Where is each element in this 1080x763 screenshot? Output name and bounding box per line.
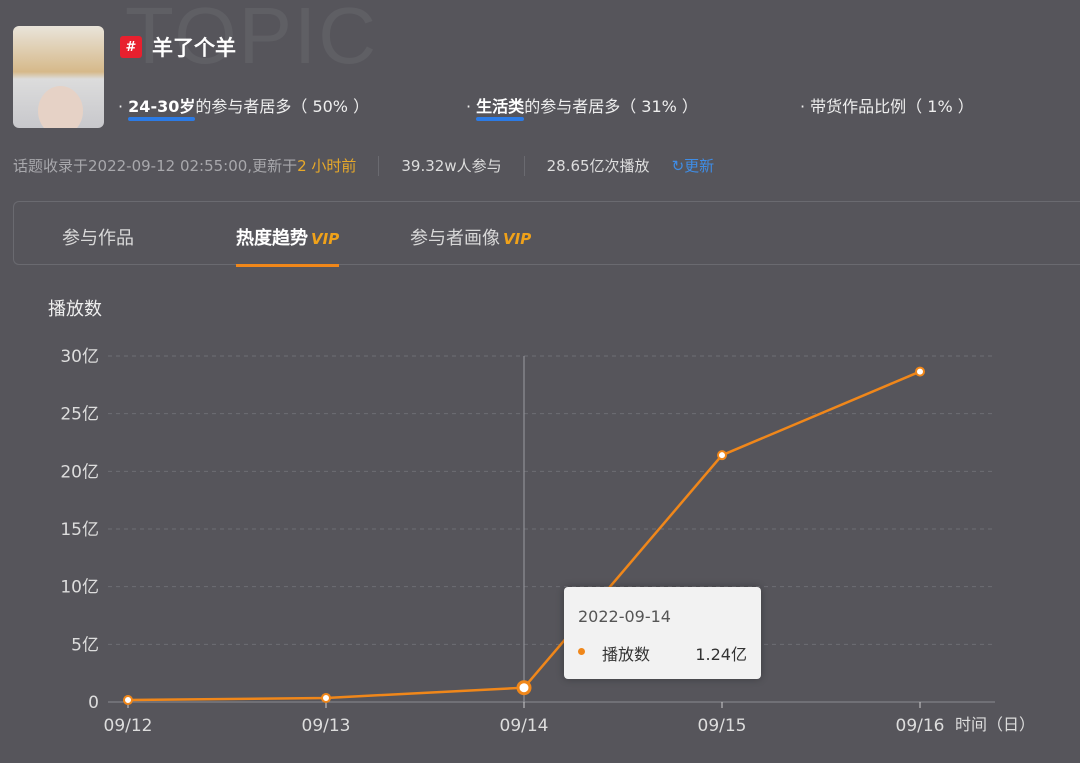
- x-tick-label: 09/15: [698, 716, 747, 736]
- data-point: [915, 366, 925, 377]
- tag-text: 的参与者居多（ 50% ）: [195, 97, 370, 116]
- tag-text: 的参与者居多（ 31% ）: [524, 97, 698, 116]
- tab-label: 热度趋势: [236, 228, 308, 249]
- tag-text: 带货作品比例（ 1% ）: [810, 97, 974, 116]
- x-tick-label: 09/13: [302, 716, 351, 736]
- divider: [523, 155, 525, 176]
- y-tick-label: 15亿: [60, 520, 99, 540]
- y-tick-label: 5亿: [71, 635, 99, 655]
- y-tick-label: 20亿: [60, 462, 99, 482]
- tag-category: · 生活类的参与者居多（ 31% ）: [466, 97, 698, 116]
- y-tick-label: 0: [88, 693, 99, 713]
- refresh-button[interactable]: ↻更新: [672, 155, 715, 176]
- y-tick-label: 10亿: [60, 578, 99, 598]
- divider: [378, 155, 380, 176]
- tag-highlight: 生活类: [476, 97, 525, 116]
- chart-title: 播放数: [48, 299, 102, 320]
- hashtag-icon: #: [120, 36, 142, 58]
- topic-name: 羊了个羊: [152, 36, 236, 60]
- refresh-label: 更新: [684, 157, 715, 175]
- chart-tooltip: 2022-09-14 播放数 1.24亿: [564, 587, 761, 679]
- vip-badge: VIP: [311, 230, 340, 248]
- recorded-text: 话题收录于2022-09-12 02:55:00,更新于: [13, 157, 298, 175]
- data-point: [321, 692, 331, 703]
- data-point: [717, 450, 727, 461]
- tooltip-date: 2022-09-14: [578, 607, 671, 626]
- tag-commerce: · 带货作品比例（ 1% ）: [800, 97, 974, 116]
- x-tick-label: 09/14: [500, 716, 549, 736]
- tooltip-value: 1.24亿: [695, 645, 747, 664]
- tooltip-series: 播放数: [602, 645, 651, 664]
- tag-highlight: 24-30岁: [128, 97, 196, 116]
- topic-watermark: TOPIC: [125, 0, 379, 80]
- tab-trend[interactable]: 热度趋势 VIP: [236, 224, 340, 267]
- y-tick-label: 30亿: [60, 347, 99, 367]
- topic-cover-image: [13, 26, 104, 128]
- tab-bar: 参与作品 热度趋势 VIP 参与者画像 VIP: [13, 201, 1080, 267]
- tag-age: · 24-30岁的参与者居多（ 50% ）: [118, 97, 370, 116]
- vip-badge: VIP: [503, 230, 532, 248]
- data-point: [123, 695, 133, 706]
- plays-count: 28.65亿次播放: [546, 157, 650, 175]
- tab-label: 参与者画像: [410, 228, 500, 249]
- tab-works[interactable]: 参与作品: [62, 224, 134, 250]
- x-tick-label: 09/12: [104, 716, 153, 736]
- updated-time: 2 小时前: [297, 157, 357, 175]
- series-dot-icon: [578, 648, 585, 655]
- participants-count: 39.32w人参与: [401, 157, 502, 175]
- x-axis-label: 时间（日）: [955, 715, 1035, 734]
- refresh-icon: ↻: [671, 157, 685, 175]
- tab-label: 参与作品: [62, 228, 134, 249]
- y-tick-label: 25亿: [60, 405, 99, 425]
- data-point: [516, 680, 532, 696]
- topic-title: # 羊了个羊: [120, 32, 236, 62]
- topic-meta: 话题收录于2022-09-12 02:55:00,更新于 2 小时前 39.32w…: [13, 155, 714, 176]
- x-tick-label: 09/16: [896, 716, 945, 736]
- tab-profile[interactable]: 参与者画像 VIP: [410, 224, 531, 250]
